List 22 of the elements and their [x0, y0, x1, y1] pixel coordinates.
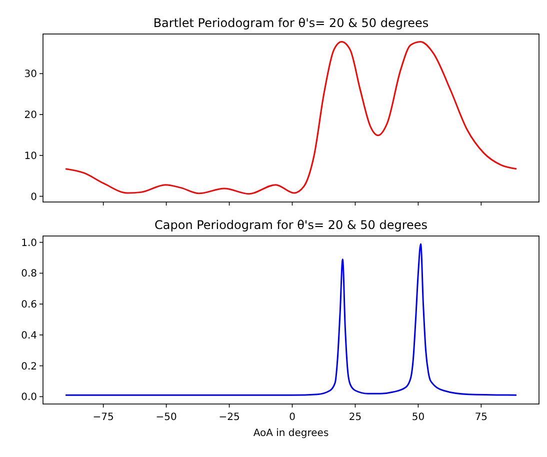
y-tick-label: 30: [24, 69, 37, 80]
x-tick-label: 0: [289, 412, 296, 423]
y-tick-label: 10: [24, 150, 37, 162]
x-tick-label: 75: [474, 412, 488, 423]
y-tick-label: 0: [30, 192, 37, 203]
x-tick-label: 25: [348, 412, 362, 423]
y-tick-label: 0.2: [21, 361, 37, 372]
x-tick-label: 50: [412, 412, 425, 423]
x-tick-label: −50: [156, 412, 177, 423]
y-tick-label: 0.4: [21, 330, 37, 342]
line-series: [64, 243, 518, 396]
y-tick-label: 20: [24, 110, 37, 122]
x-tick-label: −25: [218, 412, 240, 423]
line-series: [64, 41, 518, 195]
x-axis-title: AoA in degrees: [253, 428, 329, 439]
y-tick-label: 1.0: [21, 238, 37, 249]
chart-title: Capon Periodogram for θ's= 20 & 50 degrees: [154, 218, 428, 232]
y-tick-label: 0.8: [21, 268, 37, 280]
y-tick-label: 0.6: [21, 300, 37, 311]
x-tick-label: −75: [92, 412, 114, 423]
chart-title: Bartlet Periodogram for θ's= 20 & 50 degrees: [153, 16, 429, 30]
y-tick-label: 0.0: [21, 392, 37, 404]
